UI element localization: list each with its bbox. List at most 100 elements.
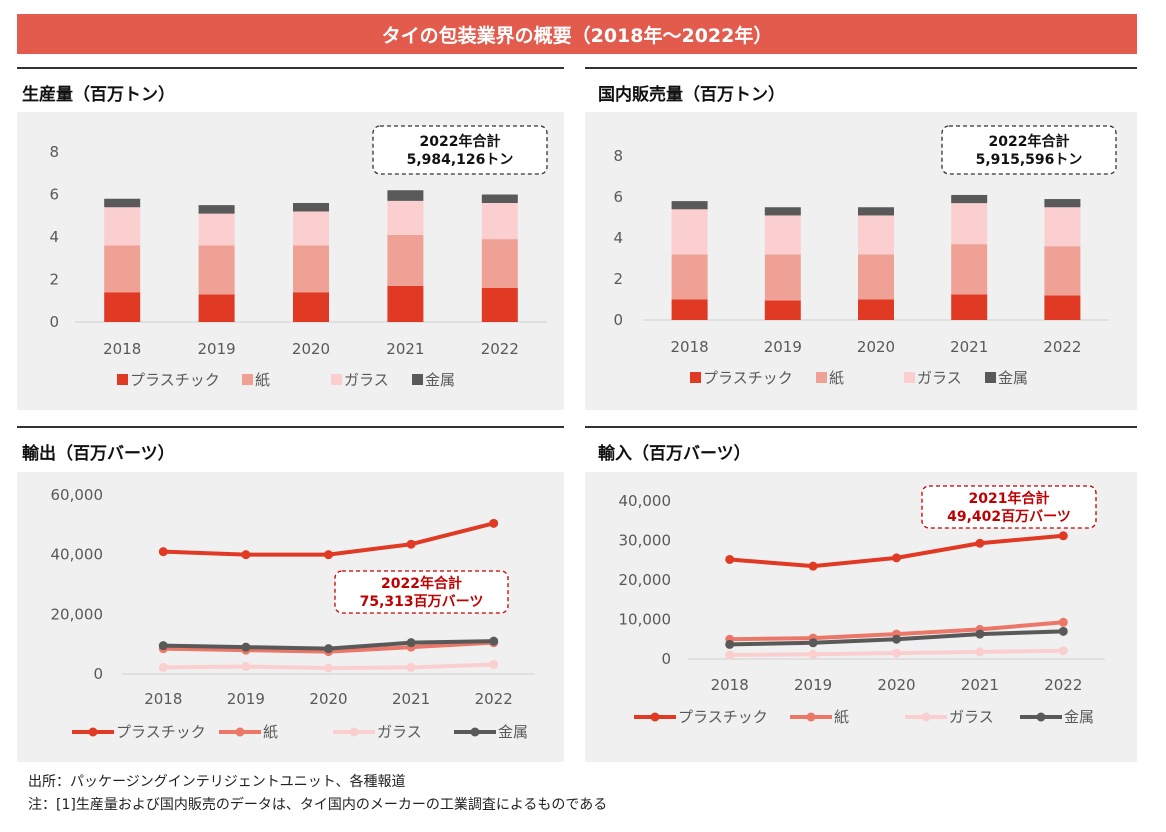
x-tick-label: 2018 (103, 340, 141, 358)
point-glass (406, 662, 416, 672)
legend-marker-plastic (690, 372, 701, 383)
total-callout-line1: 2022年合計 (989, 133, 1070, 150)
production-chart-title: 生産量（百万トン） (22, 85, 175, 105)
bar-plastic (104, 292, 141, 322)
bar-plastic (671, 299, 708, 320)
total-callout-box (921, 485, 1097, 529)
legend-label-plastic: プラスチック (678, 708, 768, 726)
bar-glass (104, 207, 141, 246)
legend-label-paper: 紙 (829, 369, 844, 387)
point-plastic (1058, 531, 1068, 541)
total-callout-line1: 2022年合計 (420, 133, 501, 150)
legend-label-metal: 金属 (998, 369, 1028, 387)
point-plastic (489, 518, 499, 528)
total-callout-line2: 49,402百万バーツ (947, 509, 1071, 525)
x-tick-label: 2018 (671, 338, 709, 356)
legend-label-plastic: プラスチック (130, 371, 220, 389)
x-tick-label: 2022 (1043, 338, 1081, 356)
x-tick-label: 2020 (857, 338, 895, 356)
point-glass (1058, 646, 1068, 656)
bar-plastic (198, 294, 235, 322)
bar-metal (671, 201, 708, 210)
bar-metal (198, 205, 235, 214)
x-tick-label: 2020 (292, 340, 330, 358)
bar-glass (481, 203, 518, 240)
panel-rule (17, 67, 564, 69)
point-plastic (158, 547, 168, 557)
legend-marker-paper (816, 372, 827, 383)
point-plastic (975, 538, 985, 548)
bar-metal (1044, 199, 1081, 208)
x-tick-label: 2022 (481, 340, 519, 358)
y-tick-label: 60,000 (51, 486, 104, 504)
domestic-sales-chart-svg: 0 2 4 6 8 2018 2019 2020 2021 2022 プラスチック 紙 ガラス 金属 202… (613, 125, 1117, 387)
bar-plastic (858, 299, 894, 320)
x-tick-label: 2019 (198, 340, 236, 358)
point-metal (324, 644, 333, 654)
bar-metal (293, 203, 329, 212)
point-metal (892, 634, 901, 644)
x-tick-label: 2020 (877, 676, 915, 694)
legend-marker-metal (470, 727, 480, 737)
production-chart-svg: 0 2 4 6 8 2018 2019 2020 2021 2022 プラスチック 紙 ガラス 金属 202… (49, 125, 548, 389)
point-glass (725, 650, 735, 660)
point-metal (1058, 626, 1068, 636)
y-tick-label: 6 (49, 186, 59, 204)
x-tick-label: 2021 (950, 338, 988, 356)
legend-marker-plastic (88, 727, 98, 737)
footnote-source: 出所：パッケージングインテリジェントユニット、各種報道 (28, 774, 406, 790)
point-plastic (406, 539, 416, 549)
point-plastic (892, 553, 901, 563)
x-tick-label: 2021 (386, 340, 424, 358)
total-callout-line1: 2021年合計 (969, 490, 1050, 507)
y-tick-label: 10,000 (619, 611, 672, 629)
x-tick-label: 2018 (144, 690, 182, 708)
bar-metal (764, 207, 801, 216)
bar-paper (951, 244, 988, 295)
total-callout-line2: 75,313百万バーツ (360, 594, 484, 610)
legend-label-glass: ガラス (949, 708, 994, 726)
exports-chart-title: 輸出（百万バーツ） (22, 444, 175, 464)
total-callout-box (372, 125, 548, 175)
legend-marker-glass (331, 374, 342, 385)
bar-paper (858, 254, 894, 300)
legend-marker-metal (985, 372, 996, 383)
x-tick-label: 2021 (392, 690, 430, 708)
bar-paper (1044, 246, 1081, 296)
point-metal (489, 636, 499, 646)
x-tick-label: 2019 (227, 690, 265, 708)
y-tick-label: 4 (613, 229, 623, 247)
point-plastic (725, 554, 735, 564)
legend-marker-plastic (650, 712, 660, 722)
point-metal (241, 642, 251, 652)
point-glass (241, 662, 251, 672)
legend-marker-paper (235, 727, 245, 737)
y-tick-label: 2 (613, 270, 623, 288)
total-callout-line2: 5,984,126トン (407, 152, 514, 168)
y-tick-label: 0 (613, 311, 623, 329)
imports-chart-title: 輸入（百万バーツ） (598, 444, 751, 464)
point-plastic (808, 561, 818, 571)
total-callout-line1: 2022年合計 (381, 575, 462, 592)
bar-paper (764, 254, 801, 301)
bar-paper (671, 254, 708, 300)
total-callout-box (941, 125, 1117, 175)
legend-label-paper: 紙 (255, 371, 270, 389)
x-tick-label: 2022 (475, 690, 513, 708)
y-tick-label: 0 (93, 665, 103, 683)
bar-metal (858, 207, 894, 216)
y-tick-label: 40,000 (619, 492, 672, 510)
x-tick-label: 2018 (711, 676, 749, 694)
legend-label-glass: ガラス (377, 723, 422, 741)
y-tick-label: 30,000 (619, 532, 672, 550)
y-tick-label: 20,000 (619, 571, 672, 589)
exports-chart-svg: 0 20,000 40,000 60,000 2018 2019 2020 2021 2022 プ… (51, 486, 535, 741)
bar-paper (481, 239, 518, 288)
total-callout-box (334, 570, 509, 614)
legend-label-plastic: プラスチック (703, 369, 793, 387)
point-plastic (241, 550, 251, 560)
point-metal (158, 641, 168, 651)
bar-glass (951, 203, 988, 245)
x-tick-label: 2022 (1044, 676, 1082, 694)
bar-plastic (293, 292, 329, 322)
